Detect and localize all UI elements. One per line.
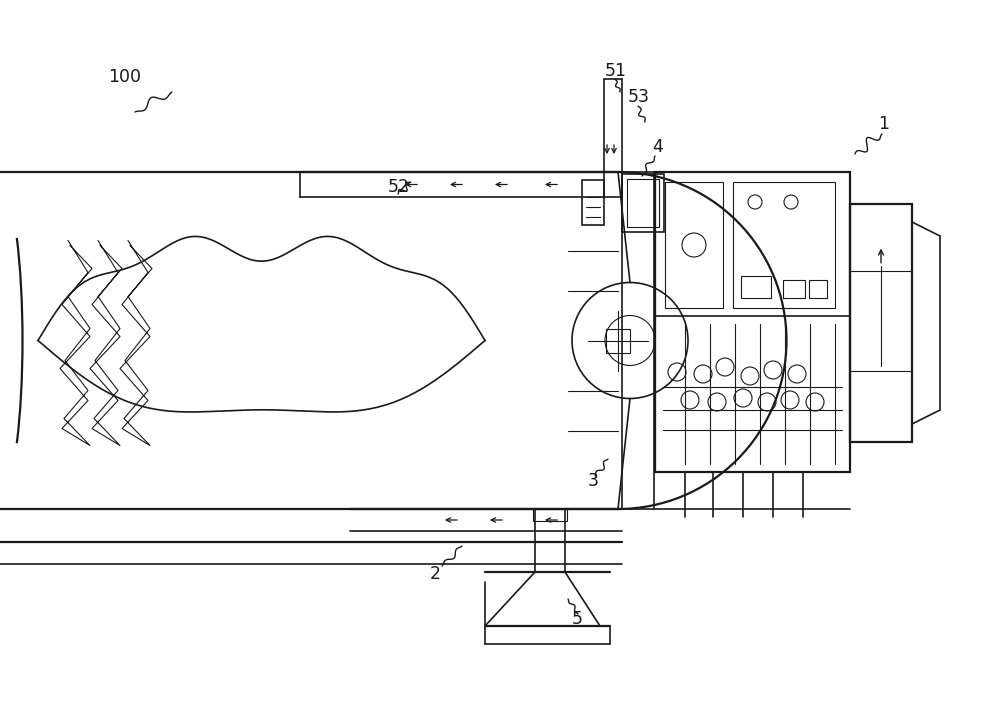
Bar	[809, 280, 827, 298]
Bar	[582, 180, 604, 225]
Text: 1: 1	[878, 115, 889, 133]
Bar	[850, 204, 912, 442]
Bar	[622, 174, 664, 232]
Text: 4: 4	[652, 138, 663, 156]
Text: 100: 100	[108, 68, 141, 86]
Bar	[622, 172, 654, 509]
Bar	[533, 509, 567, 521]
Text: 3: 3	[588, 472, 599, 490]
Bar	[783, 280, 805, 298]
Bar	[665, 182, 723, 308]
Bar	[627, 179, 659, 227]
Text: 2: 2	[430, 565, 441, 583]
Text: 51: 51	[605, 62, 627, 80]
Text: 5: 5	[572, 610, 583, 628]
Text: 52: 52	[388, 178, 410, 196]
Bar	[655, 172, 850, 472]
Bar	[741, 276, 771, 298]
Text: 53: 53	[628, 88, 650, 106]
Bar	[606, 328, 630, 353]
Bar	[733, 182, 835, 308]
